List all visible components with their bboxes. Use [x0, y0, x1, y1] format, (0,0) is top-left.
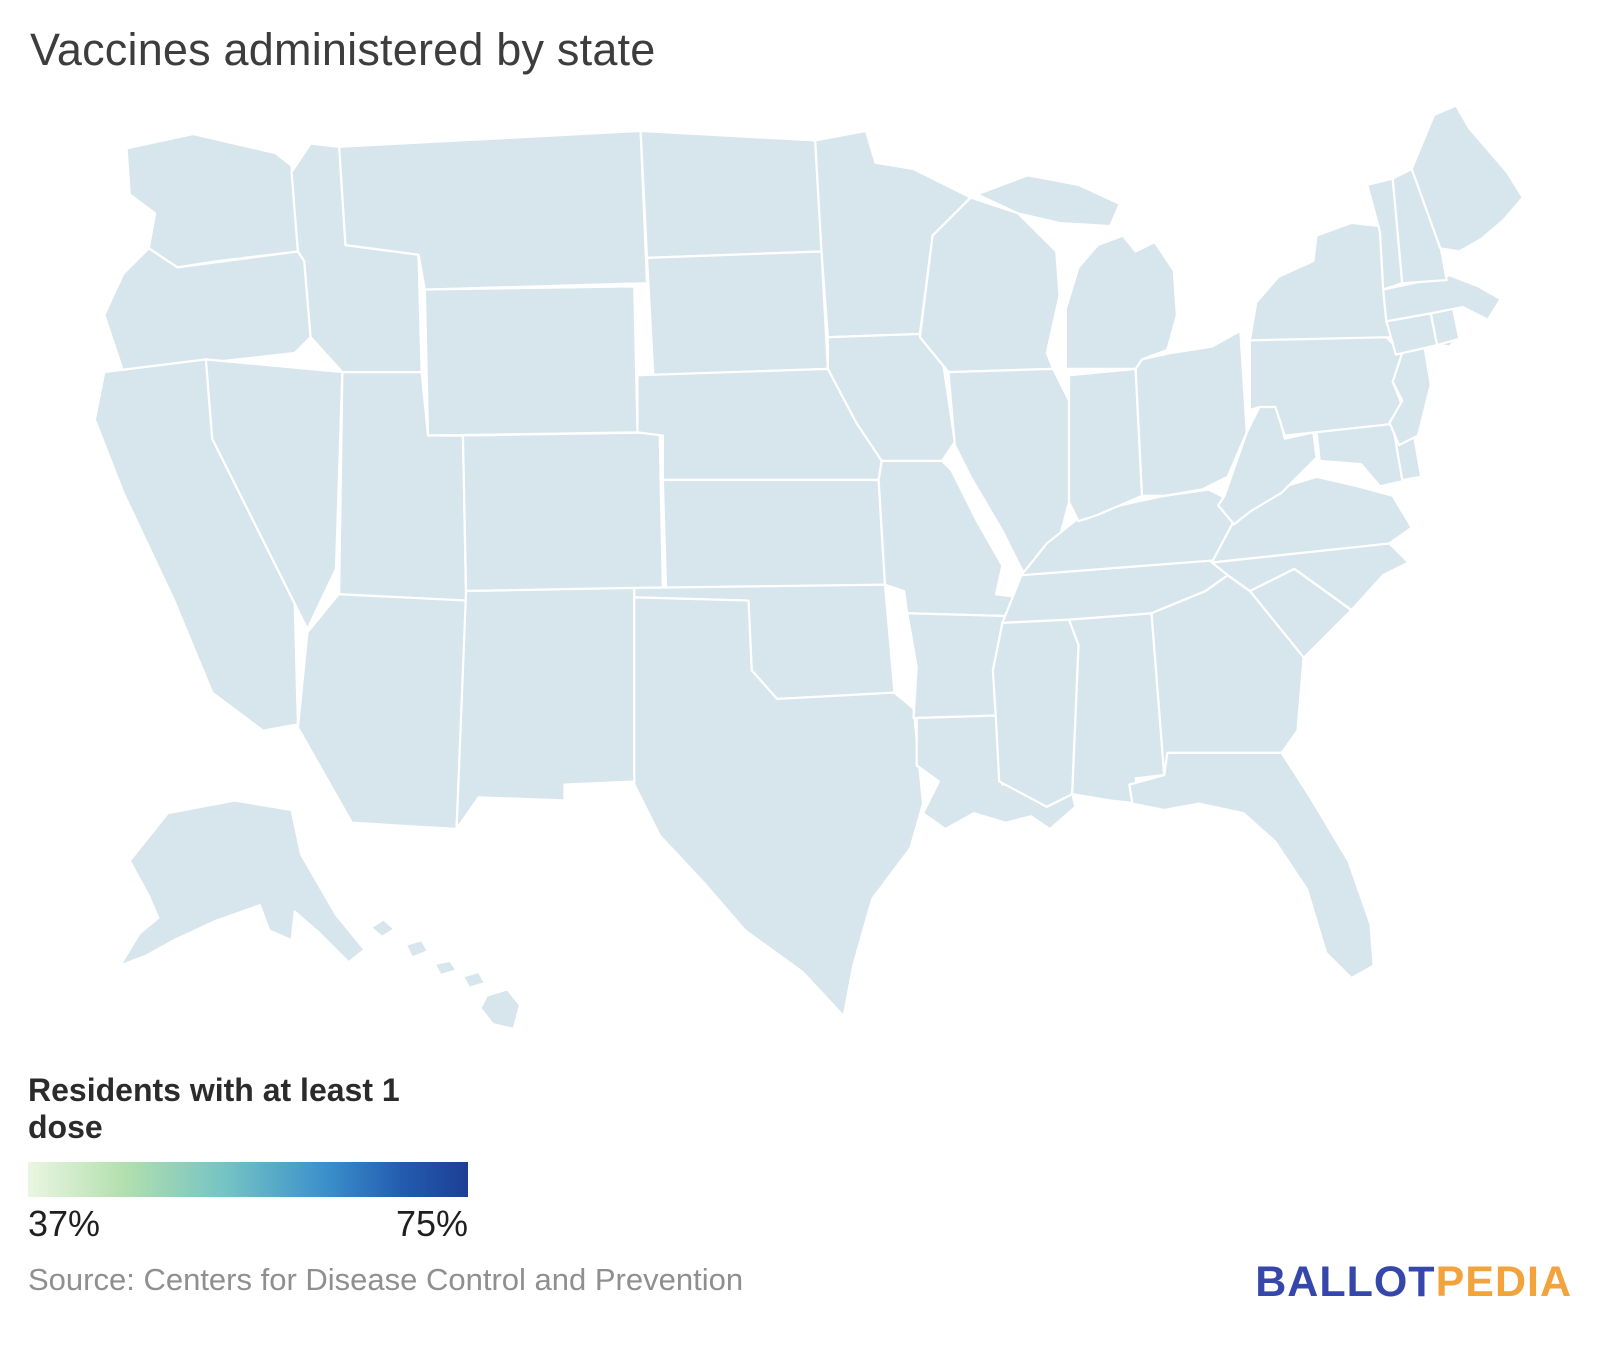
- states-group: [93, 104, 1524, 1031]
- page-title: Vaccines administered by state: [30, 24, 656, 75]
- state-massachusetts: [1382, 274, 1502, 323]
- source-text: Source: Centers for Disease Control and …: [28, 1262, 744, 1297]
- state-maine: [1410, 104, 1524, 253]
- state-north-dakota: [639, 129, 823, 259]
- state-mississippi: [991, 618, 1080, 808]
- logo-pedia: PEDIA: [1435, 1258, 1572, 1306]
- legend-gradient-bar: [28, 1162, 468, 1197]
- state-washington: [125, 132, 300, 269]
- state-new-hampshire: [1391, 167, 1448, 285]
- logo-ballot: BALLOT: [1255, 1258, 1436, 1306]
- state-new-mexico: [455, 586, 636, 831]
- legend: Residents with at least 1 dose 37% 75%: [28, 1072, 468, 1245]
- state-north-carolina: [1210, 542, 1410, 612]
- state-colorado: [461, 431, 664, 593]
- legend-min-label: 37%: [28, 1203, 101, 1244]
- state-texas: [633, 596, 925, 1018]
- state-rhode-island: [1429, 307, 1461, 347]
- state-indiana: [1067, 367, 1144, 523]
- us-map: [93, 104, 1524, 1031]
- legend-max-label: 75%: [395, 1203, 468, 1244]
- state-vermont: [1366, 177, 1404, 291]
- state-alabama: [1067, 612, 1166, 805]
- state-alaska: [119, 799, 366, 967]
- state-kansas: [661, 478, 887, 589]
- state-west-virginia: [1217, 399, 1318, 526]
- state-oregon: [103, 247, 312, 374]
- state-michigan: [975, 174, 1179, 371]
- state-hawaii: [369, 918, 522, 1031]
- state-arizona: [296, 593, 468, 831]
- state-wyoming: [423, 285, 639, 437]
- state-florida: [1128, 751, 1375, 980]
- ballotpedia-logo: BALLOTPEDIA: [1255, 1258, 1572, 1307]
- state-new-jersey: [1388, 345, 1432, 447]
- legend-title: Residents with at least 1 dose: [28, 1072, 400, 1145]
- state-south-dakota: [645, 250, 829, 377]
- state-wisconsin: [918, 196, 1061, 374]
